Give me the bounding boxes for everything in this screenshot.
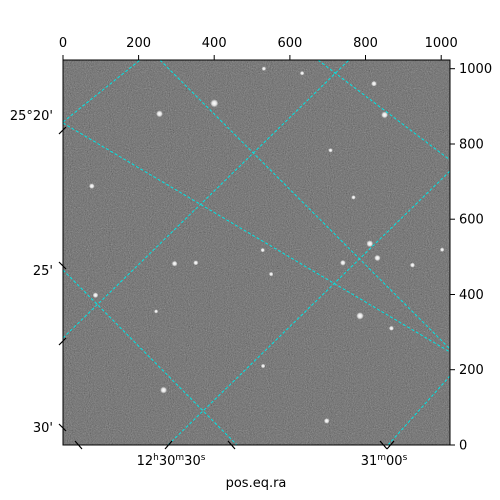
star-point bbox=[356, 312, 364, 320]
top-axis: 0 200 400 600 800 1000 bbox=[59, 36, 458, 60]
star-point bbox=[154, 309, 159, 314]
star-point bbox=[210, 99, 219, 108]
left-tick-label: 30' bbox=[33, 421, 53, 436]
star-point bbox=[89, 183, 95, 189]
grid-line bbox=[63, 269, 238, 445]
grid-line bbox=[317, 60, 450, 161]
left-tick-label: 25°20' bbox=[10, 109, 53, 124]
grid-line bbox=[63, 60, 141, 123]
left-tick-label: 25' bbox=[33, 264, 53, 279]
star-point bbox=[92, 292, 99, 299]
right-axis: 0 200 400 600 800 1000 bbox=[450, 62, 492, 454]
right-tick-label: 1000 bbox=[459, 62, 492, 77]
top-tick-label: 800 bbox=[353, 36, 378, 51]
top-tick-label: 400 bbox=[202, 36, 227, 51]
image-noise bbox=[63, 60, 450, 445]
top-tick-label: 200 bbox=[126, 36, 151, 51]
star-point bbox=[193, 260, 199, 266]
star-point bbox=[171, 260, 178, 267]
coordinate-grid bbox=[63, 60, 450, 445]
right-tick-label: 400 bbox=[459, 288, 484, 303]
star-point bbox=[374, 254, 381, 262]
star-point bbox=[381, 111, 388, 119]
grid-line bbox=[167, 170, 450, 445]
star-point bbox=[156, 110, 163, 118]
star-point bbox=[261, 66, 267, 71]
star-point bbox=[439, 247, 445, 252]
bottom-tick-label: 31m00s bbox=[361, 453, 408, 469]
grid-line bbox=[63, 60, 350, 339]
sky-image bbox=[63, 60, 450, 445]
star-point bbox=[268, 271, 274, 277]
star-point bbox=[260, 363, 266, 369]
star-point bbox=[260, 247, 265, 253]
grid-line bbox=[159, 60, 450, 350]
star-point bbox=[351, 195, 356, 200]
star-point bbox=[160, 386, 168, 394]
right-tick-label: 600 bbox=[459, 213, 484, 228]
star-point bbox=[328, 148, 333, 153]
star-point bbox=[340, 260, 346, 266]
star-point bbox=[371, 80, 377, 87]
grid-line bbox=[387, 375, 450, 445]
star-point bbox=[388, 325, 394, 331]
right-tick-label: 0 bbox=[459, 439, 467, 454]
top-tick-label: 1000 bbox=[425, 36, 458, 51]
top-tick-label: 0 bbox=[59, 36, 67, 51]
top-tick-label: 600 bbox=[277, 36, 302, 51]
star-point bbox=[366, 240, 374, 248]
left-axis: 25°20' 25' 30' bbox=[10, 109, 67, 436]
star-point bbox=[299, 71, 305, 76]
stars-layer bbox=[89, 66, 445, 424]
plot-frame bbox=[62, 59, 451, 446]
right-tick-label: 200 bbox=[459, 363, 484, 378]
star-point bbox=[323, 418, 330, 424]
bottom-axis: 12h30m30s 31m00s bbox=[74, 440, 408, 469]
right-tick-label: 800 bbox=[459, 138, 484, 153]
x-axis-label: pos.eq.ra bbox=[226, 476, 287, 491]
bottom-tick-label: 12h30m30s bbox=[137, 453, 206, 469]
star-point bbox=[410, 262, 415, 268]
